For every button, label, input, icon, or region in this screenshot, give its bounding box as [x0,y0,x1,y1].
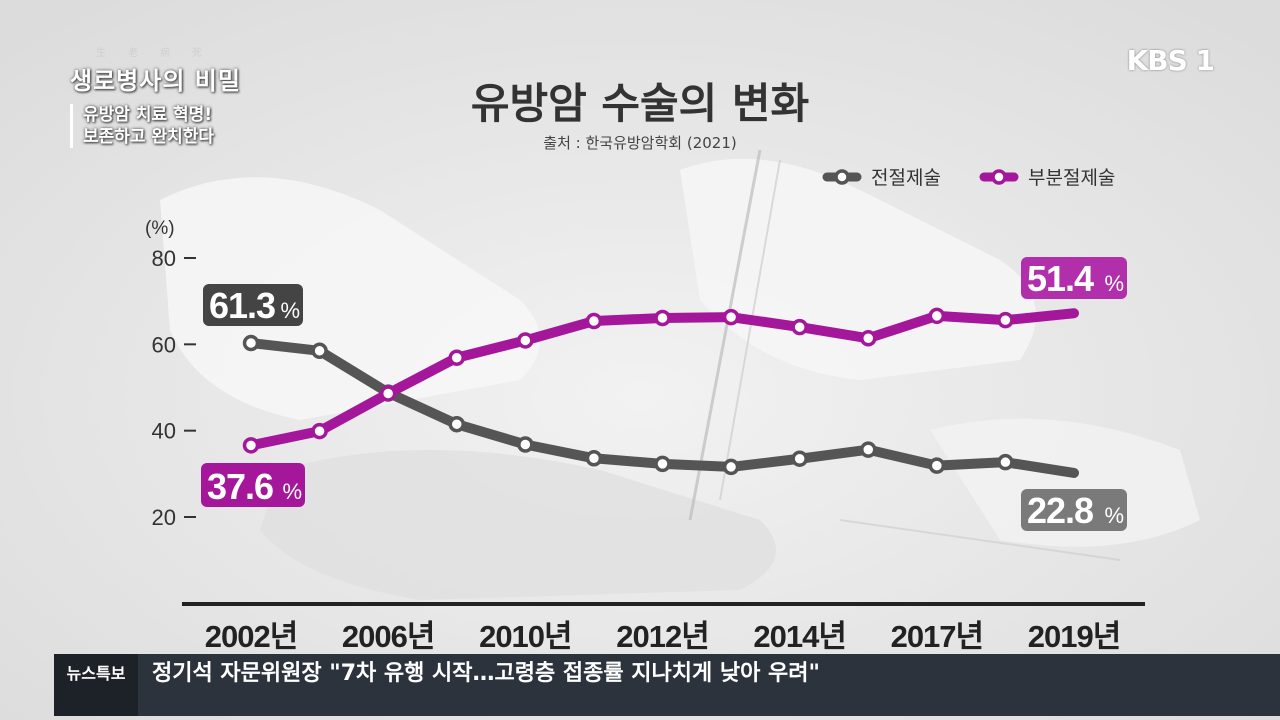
series-lines [242,307,1079,478]
ticker-headline: 정기석 자문위원장 "7차 유행 시작…고령층 접종률 지나치게 낮아 우려" [152,661,820,686]
news-ticker: 뉴스특보 정기석 자문위원장 "7차 유행 시작…고령층 접종률 지나치게 낮아… [54,654,1280,716]
ticker-tag: 뉴스특보 [54,654,138,716]
value-label: 37.6% [201,463,305,507]
data-point [448,415,465,433]
chart-title: 유방암 수술의 변화 [470,79,810,128]
value-label: 61.3% [203,284,303,326]
legend-item: 전절제술 [822,167,941,189]
broadcaster-logo: KBS 1 [1126,44,1215,77]
value-label-box [203,284,303,326]
data-point [997,453,1014,471]
x-tick-label: 2019년 [1028,619,1120,654]
data-point [517,332,534,349]
x-axis: 2002년 2006년 2010년 2012년 2014년 2017년 2019년 [205,619,1121,654]
program-subtitle-line1: 유방암 치료 혁명! [83,105,213,125]
value-labels: 61.3 %37.6 %51.4 %22.8% [201,257,1127,531]
legend-marker [834,169,850,185]
data-point [860,330,877,347]
series-line-0 [246,338,1079,478]
data-point [517,436,534,453]
data-point [791,450,808,467]
value-label: 51.4% [1021,257,1127,299]
x-tick-label: 2002년 [205,619,297,654]
y-tick-label: 20 [152,505,176,530]
data-point [722,308,740,326]
data-point [791,318,808,336]
value-label-unit: % [282,479,302,504]
data-point [242,437,260,454]
data-point [654,455,671,473]
x-tick-label: 2017년 [891,619,983,654]
program-subtitle: 유방암 치료 혁명! 보존하고 완치한다 [70,104,290,148]
x-tick-label: 2010년 [479,619,571,654]
data-point [242,334,260,352]
value-label-box [201,463,305,507]
data-point [311,342,328,360]
data-point [997,311,1014,329]
data-point [379,385,397,402]
value-label-text: 51.4 [1027,258,1094,299]
legend-item: 부분절제술 [979,167,1115,189]
y-tick-label: 80 [152,246,176,271]
legend-label: 전절제술 [871,167,941,189]
data-point [860,441,877,458]
data-point [448,349,465,366]
data-point [585,450,603,467]
legend-marker [991,169,1007,185]
program-brand: 생로병사의 비밀 [70,66,241,95]
data-point [585,312,603,330]
data-point [928,307,946,325]
y-tick-label: 60 [152,332,176,357]
program-hanja: 生老病死 [96,48,224,59]
x-tick-label: 2012년 [616,619,708,654]
value-label-text: 22.8 [1027,490,1093,531]
value-label-unit: % [1104,503,1124,528]
value-label-text: 37.6 [207,466,273,507]
value-label-unit: % [280,298,300,323]
program-subtitle-line2: 보존하고 완치한다 [83,127,215,147]
x-tick-label: 2014년 [753,619,845,654]
legend-label: 부분절제술 [1028,167,1115,189]
y-axis-unit: (%) [145,218,175,239]
x-tick-label: 2006년 [342,619,434,654]
value-label-box [1021,489,1127,531]
value-label-text: 61.3 [209,285,275,326]
y-tick-label: 40 [152,419,176,444]
data-point [654,309,671,327]
value-label-box [1021,257,1127,299]
value-label: 22.8% [1021,489,1127,531]
data-point [311,422,328,440]
value-label-unit: % [1104,271,1124,296]
program-logo: 生老病死 생로병사의 비밀 유방암 치료 혁명! 보존하고 완치한다 [70,44,290,148]
y-axis: 20 40 60 80 [152,246,196,530]
data-point [722,458,740,476]
data-point [928,457,946,474]
legend: 전절제술 부분절제술 [822,167,1115,189]
chart-source: 출처 : 한국유방암학회 (2021) [543,134,737,152]
